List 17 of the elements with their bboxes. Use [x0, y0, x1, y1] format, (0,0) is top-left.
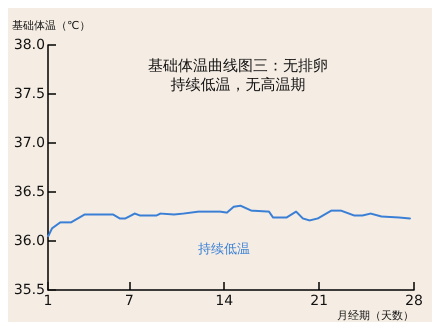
y-axis-title: 基础体温（℃）	[12, 19, 90, 32]
y-tick-label: 37.0	[14, 135, 45, 151]
x-tick-label: 28	[405, 293, 423, 309]
x-axis-title: 月经期（天数）	[337, 309, 414, 322]
y-tick-label: 35.5	[14, 282, 45, 298]
y-tick-label: 36.5	[14, 184, 45, 200]
x-tick-label: 7	[124, 293, 134, 309]
text: 持续低温，无高温期	[170, 76, 306, 94]
annotation: 持续低温	[198, 242, 250, 257]
y-tick-label: 36.0	[14, 233, 45, 249]
y-tick-label: 37.5	[14, 86, 45, 102]
line-series	[47, 204, 411, 238]
x-tick-label: 14	[215, 293, 234, 309]
x-tick-label: 21	[310, 293, 328, 309]
x-tick-label: 1	[44, 293, 52, 309]
text: 基础体温曲线图三：无排卵	[148, 56, 328, 74]
y-tick-label: 38.0	[14, 37, 45, 53]
